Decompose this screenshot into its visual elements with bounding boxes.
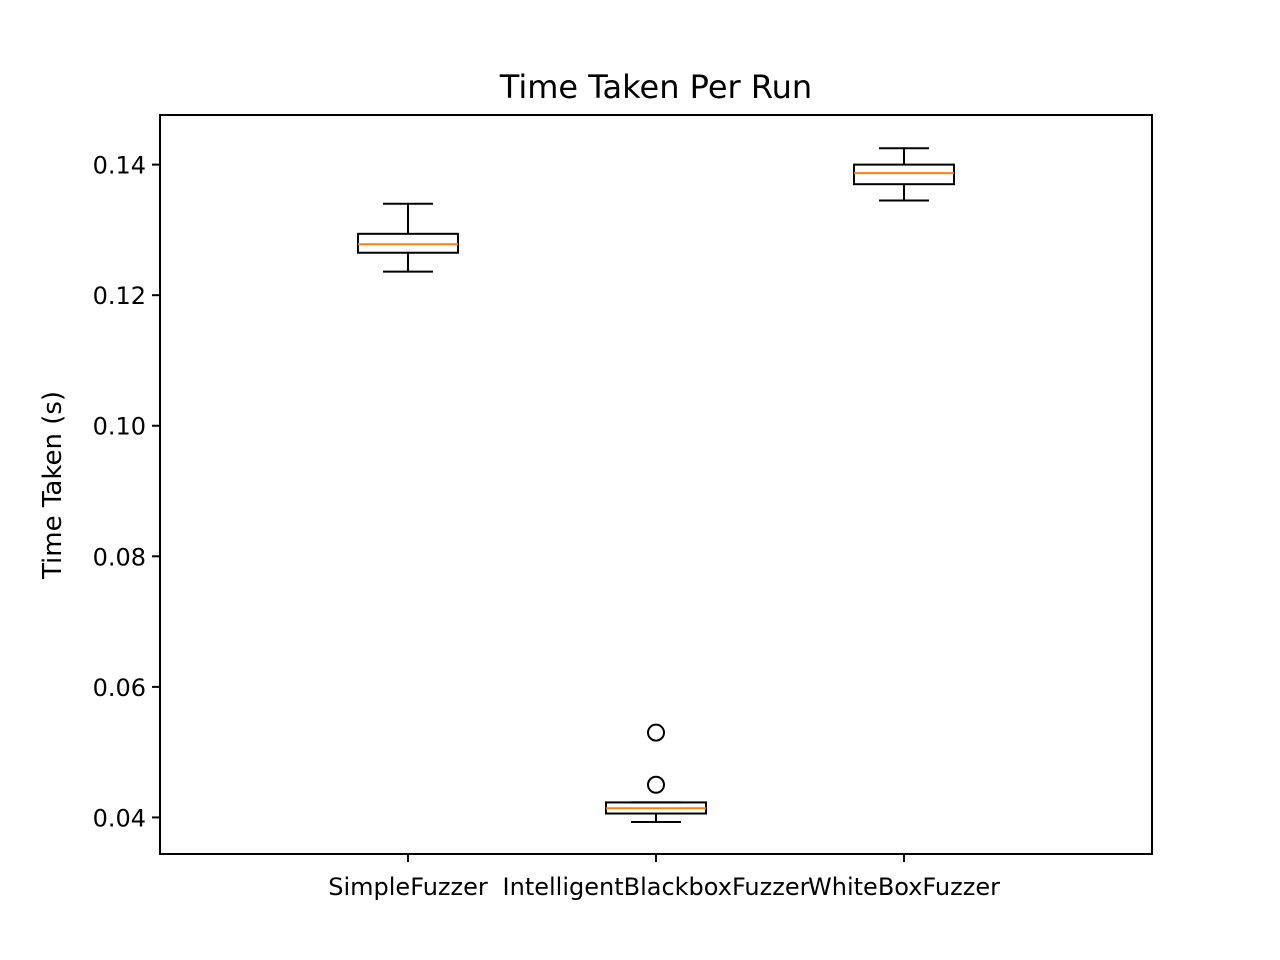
y-axis-label: Time Taken (s) [38,391,68,580]
y-axis-ticks: 0.04 0.06 0.08 0.10 0.12 0.14 [93,152,160,832]
y-tick-label: 0.14 [93,152,146,180]
x-axis-ticks: SimpleFuzzer IntelligentBlackboxFuzzerWhi… [328,854,1000,901]
y-tick-label: 0.10 [93,413,146,441]
y-tick-label: 0.12 [93,282,146,310]
box-WhiteBoxFuzzer [853,147,955,202]
box-IntelligentBlackboxFuzzer [605,723,707,824]
y-tick-label: 0.04 [93,804,146,832]
outlier-point [647,723,665,742]
plot-area-frame [159,114,1153,855]
x-tick-label: IntelligentBlackboxFuzzer [503,873,810,901]
iqr-box [853,163,955,186]
outlier-point [647,775,665,794]
y-tick-label: 0.08 [93,543,146,571]
box-plots [357,147,955,824]
box-SimpleFuzzer [357,202,459,273]
y-tick-label: 0.06 [93,674,146,702]
x-tick-label: WhiteBoxFuzzer [808,873,1000,901]
chart-title: Time Taken Per Run [499,68,812,106]
x-tick-label: SimpleFuzzer [328,873,488,901]
